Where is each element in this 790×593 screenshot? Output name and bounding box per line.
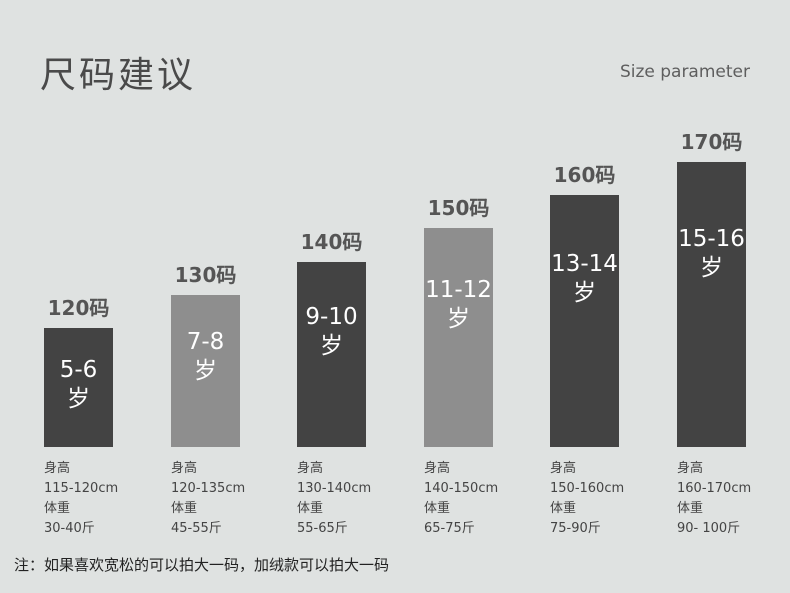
- height-range: 160-170cm: [677, 481, 752, 496]
- size-specs: 身高 115-120cm 体重 30-40斤: [44, 459, 118, 539]
- size-label: 170码: [680, 130, 743, 154]
- age-label: 9-10 岁: [297, 303, 366, 361]
- weight-label: 体重: [550, 501, 577, 516]
- size-label: 150码: [427, 196, 490, 220]
- height-label: 身高: [550, 461, 577, 476]
- age-label: 13-14 岁: [550, 250, 619, 308]
- height-label: 身高: [171, 461, 198, 476]
- age-unit: 岁: [67, 386, 90, 412]
- age-label: 15-16 岁: [677, 225, 746, 283]
- age-unit: 岁: [194, 358, 217, 384]
- height-label: 身高: [297, 461, 324, 476]
- age-label: 7-8 岁: [171, 328, 240, 386]
- weight-range: 75-90斤: [550, 521, 601, 536]
- size-label: 130码: [174, 263, 237, 287]
- size-specs: 身高 160-170cm 体重 90- 100斤: [677, 459, 751, 539]
- height-range: 140-150cm: [424, 481, 499, 496]
- size-specs: 身高 130-140cm 体重 55-65斤: [297, 459, 371, 539]
- bar-5: [677, 162, 746, 447]
- bar-1: [171, 295, 240, 447]
- weight-range: 55-65斤: [297, 521, 348, 536]
- page-subtitle: Size parameter: [619, 62, 750, 82]
- footnote: 注：如果喜欢宽松的可以拍大一码，加绒款可以拍大一码: [14, 556, 390, 574]
- weight-range: 45-55斤: [171, 521, 222, 536]
- weight-range: 65-75斤: [424, 521, 475, 536]
- age-range: 11-12: [425, 277, 492, 303]
- weight-label: 体重: [424, 501, 451, 516]
- bar-3: [424, 228, 493, 447]
- age-range: 7-8: [186, 329, 225, 355]
- bar-0: [44, 328, 113, 447]
- age-unit: 岁: [320, 333, 343, 359]
- age-label: 11-12 岁: [424, 276, 493, 334]
- age-range: 13-14: [551, 251, 618, 277]
- size-specs: 身高 120-135cm 体重 45-55斤: [171, 459, 245, 539]
- bar-2: [297, 262, 366, 447]
- size-label: 160码: [553, 163, 616, 187]
- age-range: 9-10: [305, 304, 358, 330]
- height-label: 身高: [424, 461, 451, 476]
- height-label: 身高: [44, 461, 71, 476]
- height-range: 120-135cm: [171, 481, 246, 496]
- weight-range: 30-40斤: [44, 521, 95, 536]
- height-range: 115-120cm: [44, 481, 119, 496]
- size-specs: 身高 140-150cm 体重 65-75斤: [424, 459, 498, 539]
- size-label: 140码: [300, 230, 363, 254]
- size-label: 120码: [47, 296, 110, 320]
- height-label: 身高: [677, 461, 704, 476]
- age-unit: 岁: [700, 255, 723, 281]
- height-range: 130-140cm: [297, 481, 372, 496]
- weight-label: 体重: [171, 501, 198, 516]
- age-unit: 岁: [573, 280, 596, 306]
- age-range: 15-16: [678, 226, 745, 252]
- size-specs: 身高 150-160cm 体重 75-90斤: [550, 459, 624, 539]
- weight-range: 90- 100斤: [677, 521, 741, 536]
- age-label: 5-6 岁: [44, 356, 113, 414]
- age-range: 5-6: [59, 357, 98, 383]
- page-title: 尺码建议: [40, 55, 197, 96]
- height-range: 150-160cm: [550, 481, 625, 496]
- bar-4: [550, 195, 619, 447]
- weight-label: 体重: [44, 501, 71, 516]
- age-unit: 岁: [447, 306, 470, 332]
- weight-label: 体重: [297, 501, 324, 516]
- weight-label: 体重: [677, 501, 704, 516]
